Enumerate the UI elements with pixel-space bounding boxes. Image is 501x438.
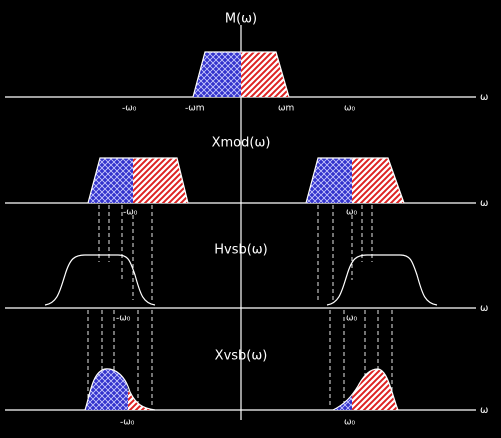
- axes: [5, 25, 476, 420]
- dashed-guides: [87, 205, 393, 408]
- spectrum-vsb: [84, 368, 399, 411]
- tick-label: -ωm: [185, 104, 205, 114]
- axis-label: ω: [480, 405, 488, 416]
- axis-label: ω: [480, 92, 488, 103]
- spectrum-m: [192, 51, 290, 98]
- panel-title: M(ω): [225, 12, 257, 27]
- tick-label: ω₀: [344, 104, 356, 114]
- panel-title: Hvsb(ω): [214, 243, 268, 258]
- tick-label: -ω₀: [122, 104, 137, 114]
- axis-label: ω: [480, 303, 488, 314]
- tick-label: -ω₀: [116, 314, 131, 324]
- tick-label: -ω₀: [123, 208, 138, 218]
- filter: [44, 254, 438, 306]
- axis-label: ω: [480, 198, 488, 209]
- spectrum-mod: [87, 157, 405, 204]
- panel-title: Xvsb(ω): [215, 349, 268, 364]
- tick-label: ω₀: [346, 208, 358, 218]
- tick-label: -ω₀: [120, 418, 135, 428]
- tick-label: ω₀: [346, 314, 358, 324]
- tick-label: ω₀: [344, 418, 356, 428]
- panel-title: Xmod(ω): [212, 136, 271, 151]
- tick-label: ωm: [278, 104, 294, 114]
